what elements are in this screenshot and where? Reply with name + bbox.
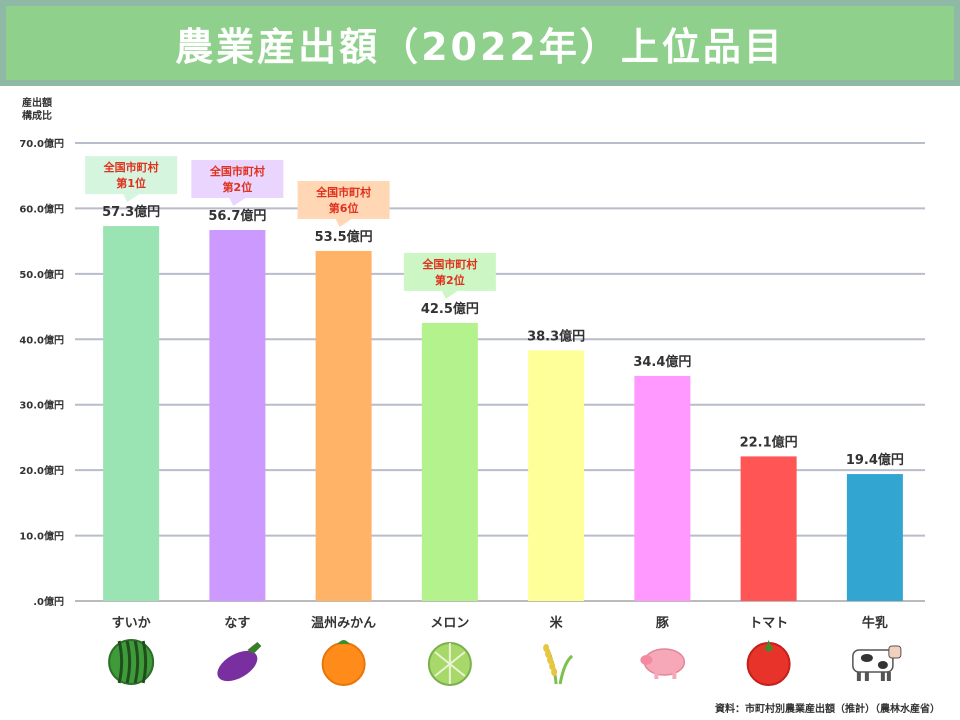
y-tick-label: 10.0億円 [19, 530, 64, 543]
bar [315, 250, 372, 601]
x-tick-label: 牛乳 [862, 615, 888, 631]
rice-icon [543, 644, 574, 685]
bar [528, 350, 585, 601]
mandarin-icon [321, 640, 366, 686]
callout-box [85, 156, 178, 195]
callout-pointer [123, 194, 140, 203]
y-tick-label: .0億円 [33, 595, 64, 608]
title-bar: 農業産出額（2022年）上位品目 [0, 0, 960, 86]
bar [421, 322, 478, 601]
bar [846, 474, 903, 601]
y-axis-label-text: 産出額 構成比 [22, 97, 52, 123]
callout-line1: 全国市町村 [421, 257, 477, 271]
x-tick-label: なす [224, 616, 250, 631]
cow-icon [852, 645, 902, 681]
y-tick-label: 60.0億円 [19, 202, 64, 215]
data-label: 53.5億円 [315, 229, 373, 245]
chart-title: 農業産出額（2022年）上位品目 [175, 24, 785, 69]
callout-line2: 第2位 [223, 180, 253, 194]
callout-line1: 全国市町村 [315, 185, 371, 199]
data-label: 38.3億円 [527, 328, 585, 344]
x-tick-label: 豚 [656, 616, 670, 631]
bar [103, 226, 160, 601]
x-tick-label: メロン [430, 616, 469, 631]
data-label: 42.5億円 [421, 301, 479, 317]
callout-line2: 第1位 [116, 176, 146, 190]
callout-pointer [335, 218, 352, 227]
bar [740, 456, 797, 601]
y-tick-label: 50.0億円 [19, 268, 64, 281]
title-banner: 農業産出額（2022年）上位品目 [6, 6, 954, 80]
x-tick-label: トマト [749, 616, 788, 631]
callout-line1: 全国市町村 [103, 160, 159, 174]
watermelon-icon [108, 639, 155, 685]
y-axis-label-line: 構成比 [22, 111, 52, 122]
data-label: 34.4億円 [633, 354, 691, 370]
data-label: 22.1億円 [740, 434, 798, 450]
x-tick-label: 米 [550, 615, 564, 631]
data-label: 57.3億円 [102, 204, 160, 220]
melon-icon [427, 642, 472, 686]
callout-box [403, 252, 496, 291]
data-label: 19.4億円 [846, 452, 904, 468]
eggplant-icon [217, 642, 262, 682]
callout-line2: 第6位 [329, 201, 359, 215]
tomato-icon [746, 640, 791, 686]
callout-box [297, 180, 390, 219]
y-axis-label-line: 産出額 [22, 98, 52, 109]
y-tick-label: 40.0億円 [19, 333, 64, 346]
callout-pointer [229, 198, 246, 207]
y-tick-label: 70.0億円 [19, 137, 64, 150]
callout-box [191, 160, 284, 199]
callout-pointer [441, 290, 458, 299]
data-label: 56.7億円 [208, 208, 266, 224]
callout-line2: 第2位 [435, 273, 465, 287]
pig-icon [640, 648, 686, 679]
x-tick-label: 温州みかん [311, 616, 376, 631]
bar [209, 230, 266, 601]
y-tick-label: 20.0億円 [19, 464, 64, 477]
source-note: 資料：市町村別農業産出額（推計）（農林水産省） [715, 704, 940, 715]
y-tick-label: 30.0億円 [19, 399, 64, 412]
y-axis-label: 産出額 構成比 [22, 97, 52, 123]
callout-line1: 全国市町村 [209, 164, 265, 178]
x-tick-label: すいか [112, 616, 151, 631]
bar [634, 375, 691, 601]
